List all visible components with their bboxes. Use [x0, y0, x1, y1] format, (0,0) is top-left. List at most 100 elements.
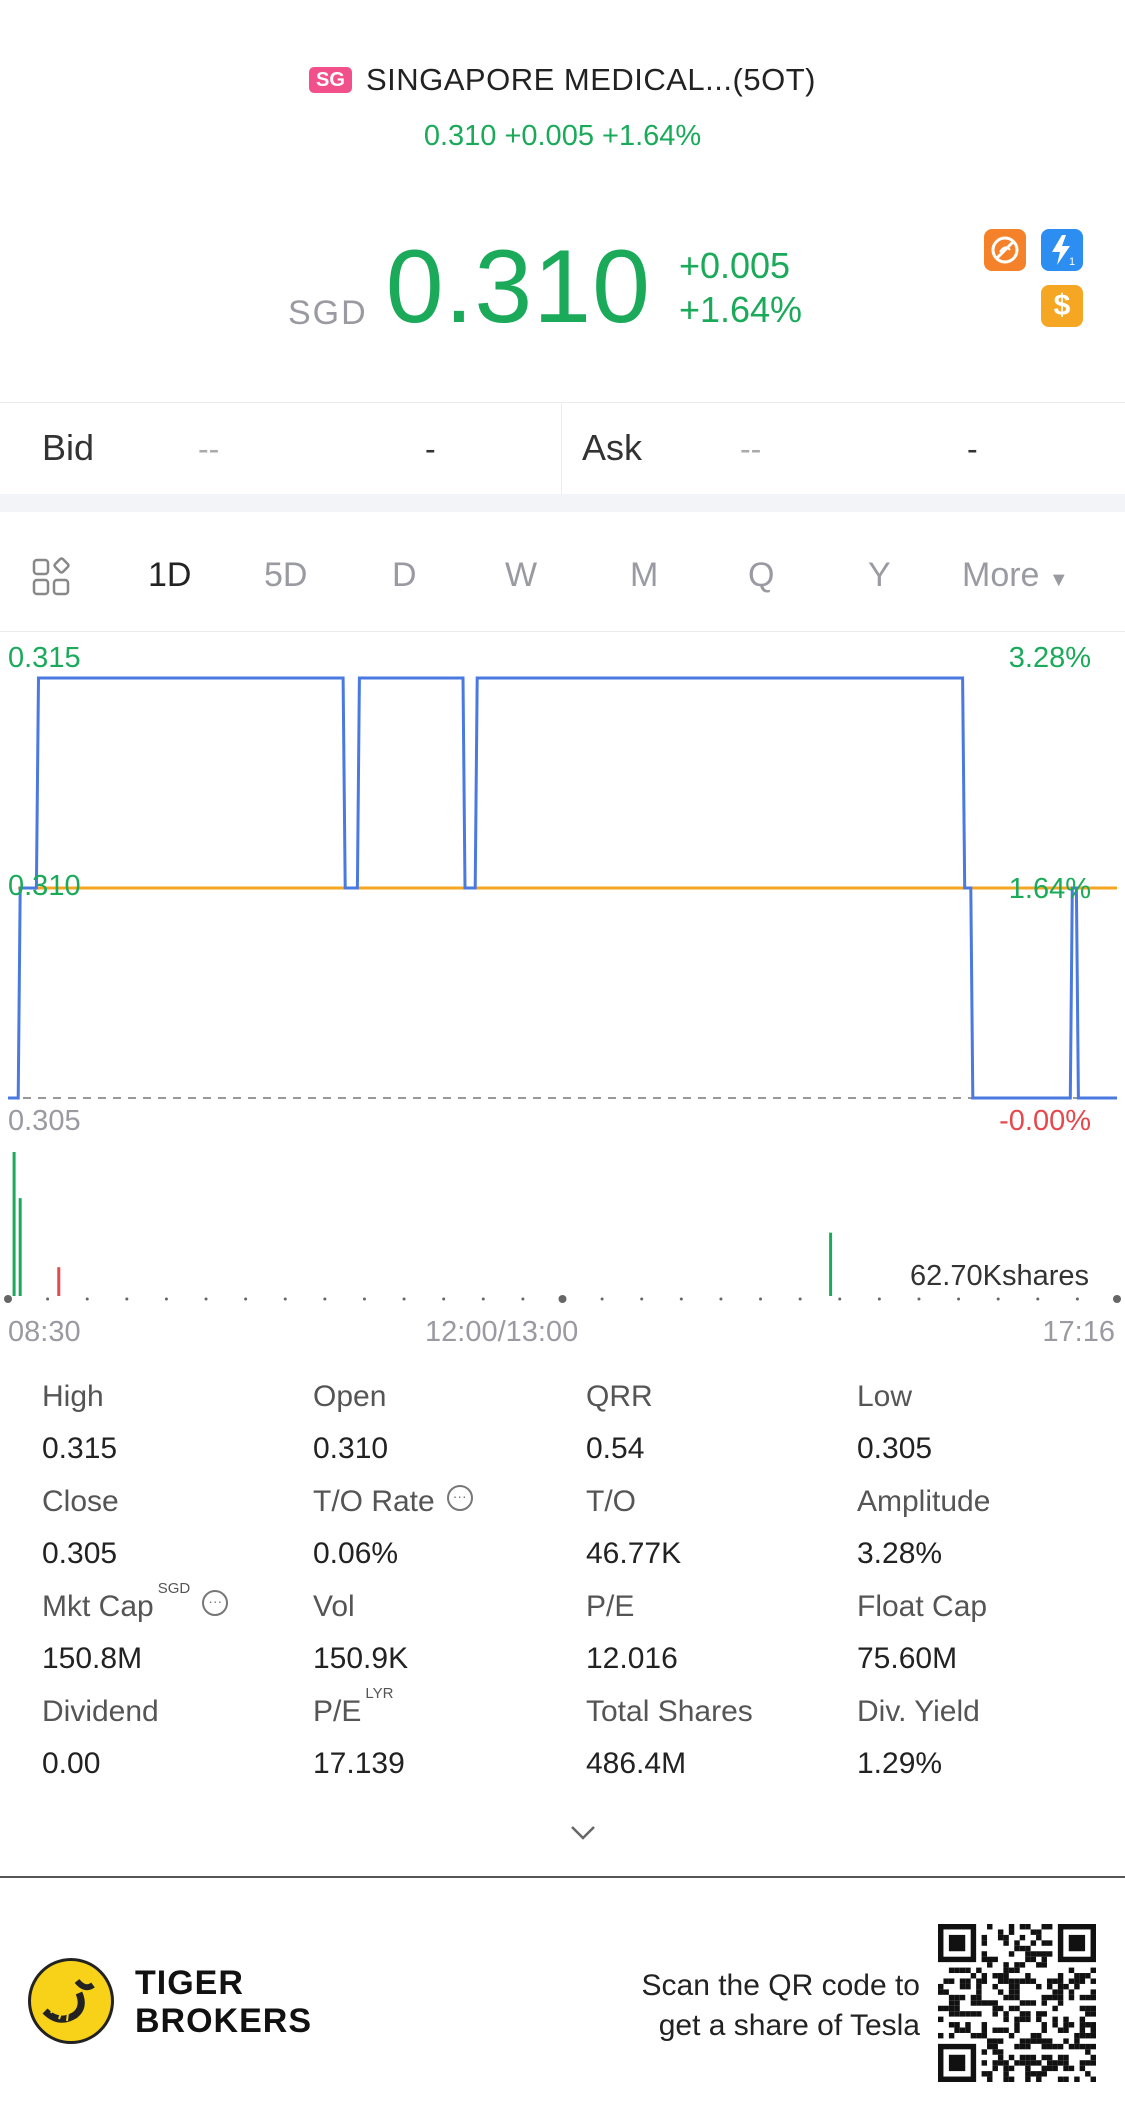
timeline-dot — [996, 1297, 1000, 1301]
qr-module — [981, 1978, 988, 1984]
qr-module — [1063, 2016, 1069, 2023]
qr-module — [1019, 2000, 1026, 2006]
qr-module — [970, 2011, 977, 2017]
qr-module — [981, 1951, 988, 1957]
qr-module — [1008, 2054, 1015, 2061]
qr-module — [1046, 2060, 1053, 2066]
expand-chevron-icon[interactable] — [568, 1822, 598, 1842]
qr-module — [976, 2011, 982, 2017]
no-short-icon[interactable] — [984, 229, 1026, 271]
qr-module — [1014, 1994, 1020, 2001]
promo-line-2: get a share of Tesla — [658, 2009, 920, 2042]
pct-label-high: 3.28% — [1008, 642, 1091, 674]
qr-module — [1030, 1956, 1037, 1963]
qr-module — [938, 2016, 944, 2023]
tab-1d[interactable]: 1D — [148, 556, 192, 594]
stat-label: QRR — [586, 1380, 653, 1413]
qr-module — [1008, 1983, 1015, 1990]
tab-quarter[interactable]: Q — [748, 556, 775, 594]
brand-line-1: TIGER — [135, 1964, 244, 2002]
currency-label: SGD — [288, 294, 368, 332]
timeline-dot — [1075, 1297, 1079, 1301]
qr-module — [992, 2038, 998, 2044]
qr-module — [959, 1994, 966, 2001]
tab-year[interactable]: Y — [868, 556, 891, 594]
qr-module — [992, 2049, 998, 2055]
qr-module — [1019, 1962, 1026, 1968]
brand-name: TIGER BROKERS — [135, 1964, 312, 2040]
stat-value: 75.60M — [857, 1642, 958, 1675]
qr-module — [1030, 2060, 1037, 2066]
chart-layout-icon[interactable] — [32, 556, 74, 598]
qr-module — [1003, 2027, 1009, 2033]
qr-module — [1052, 2060, 1058, 2066]
qr-module — [1025, 1956, 1031, 1963]
qr-code-icon — [938, 1924, 1096, 2082]
qr-module — [1046, 1940, 1053, 1946]
qr-module — [1052, 1978, 1058, 1984]
qr-module — [1025, 2060, 1031, 2066]
qr-module — [1014, 2027, 1020, 2033]
qr-module — [1079, 2016, 1086, 2023]
qr-module — [1030, 2000, 1037, 2006]
qr-module — [992, 2005, 998, 2012]
qr-module — [1041, 2000, 1047, 2006]
qr-module — [959, 2027, 966, 2033]
qr-module — [1074, 1978, 1080, 1984]
pct-label-low: -0.00% — [999, 1105, 1091, 1137]
qr-module — [1057, 1973, 1064, 1979]
intraday-chart[interactable] — [0, 632, 1125, 1332]
tab-more[interactable]: More ▼ — [962, 556, 1069, 595]
qr-module — [1003, 1967, 1009, 1974]
stat-qrr: QRR 0.54 — [586, 1380, 856, 1466]
main-quote: SGD 0.310 +0.005 +1.64% — [288, 235, 802, 339]
qr-module — [959, 2011, 966, 2017]
qr-module — [1019, 2060, 1026, 2066]
qr-module — [954, 1994, 960, 2001]
stat-label: Div. Yield — [857, 1695, 980, 1728]
stat-label: P/E — [586, 1590, 635, 1623]
qr-module — [1046, 1924, 1053, 1930]
y-label-mid: 0.310 — [8, 870, 81, 902]
qr-module — [965, 2011, 971, 2017]
tab-day[interactable]: D — [392, 556, 417, 594]
qr-module — [1003, 2065, 1009, 2072]
qr-module — [948, 2000, 955, 2006]
flash-level1-icon[interactable]: 1 — [1041, 229, 1083, 271]
more-info-icon[interactable]: ··· — [446, 1485, 473, 1511]
qr-module — [981, 2022, 988, 2028]
stat-div-yield: Div. Yield 1.29% — [857, 1695, 1125, 1781]
tab-5d[interactable]: 5D — [264, 556, 308, 594]
qr-module — [992, 1956, 998, 1963]
qr-module — [1025, 2054, 1031, 2061]
qr-module — [954, 2005, 960, 2012]
tab-week[interactable]: W — [505, 556, 538, 594]
qr-module — [1046, 2043, 1053, 2050]
pct-label-mid: 1.64% — [1008, 873, 1091, 905]
qr-module — [1041, 2038, 1047, 2044]
qr-module — [970, 2000, 977, 2006]
dollar-icon[interactable]: $ — [1041, 285, 1083, 327]
qr-module — [997, 1934, 1004, 1941]
more-info-icon[interactable]: ··· — [202, 1590, 229, 1616]
stock-title[interactable]: SINGAPORE MEDICAL...(5OT) — [365, 62, 816, 97]
qr-module — [1090, 2022, 1096, 2028]
stat-label: Dividend — [42, 1695, 159, 1728]
qr-module — [1030, 2054, 1037, 2061]
qr-module — [1085, 2022, 1091, 2028]
stat-value: 0.305 — [42, 1537, 118, 1570]
qr-module — [1036, 1962, 1042, 1968]
qr-module — [987, 2000, 993, 2006]
qr-module — [1090, 2011, 1096, 2017]
qr-module — [976, 1983, 982, 1990]
qr-module — [997, 1973, 1004, 1979]
qr-module — [948, 2032, 955, 2039]
timeline-dot — [323, 1297, 327, 1301]
qr-module — [1057, 2027, 1064, 2033]
tiger-logo-icon — [28, 1958, 114, 2044]
qr-module — [943, 1989, 949, 1995]
tab-month[interactable]: M — [630, 556, 659, 594]
qr-module — [1057, 1989, 1064, 1995]
qr-module — [1090, 1967, 1096, 1974]
qr-module — [1090, 2005, 1096, 2012]
